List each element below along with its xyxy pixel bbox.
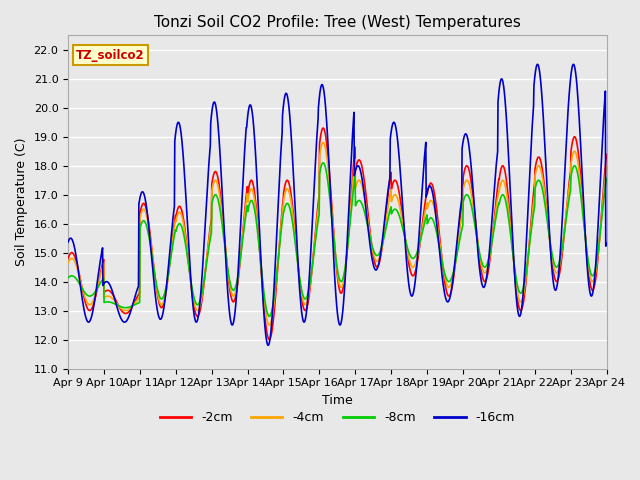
-4cm xyxy=(422,207,429,213)
-4cm xyxy=(171,222,179,228)
-16cm xyxy=(492,172,499,178)
-16cm xyxy=(264,342,272,348)
-4cm xyxy=(64,260,72,266)
-16cm xyxy=(540,114,547,120)
-16cm xyxy=(534,61,541,67)
-16cm xyxy=(603,240,611,246)
Line: -8cm: -8cm xyxy=(68,163,607,316)
-8cm xyxy=(244,206,252,212)
-8cm xyxy=(492,216,500,221)
Line: -4cm: -4cm xyxy=(68,143,607,325)
-4cm xyxy=(319,140,327,145)
-16cm xyxy=(171,138,179,144)
-4cm xyxy=(184,253,192,259)
-8cm xyxy=(266,313,273,319)
-2cm xyxy=(64,255,72,261)
-16cm xyxy=(244,110,252,116)
-8cm xyxy=(171,230,179,236)
Y-axis label: Soil Temperature (C): Soil Temperature (C) xyxy=(15,138,28,266)
-2cm xyxy=(184,252,192,258)
-8cm xyxy=(319,160,327,166)
Line: -2cm: -2cm xyxy=(68,128,607,339)
-2cm xyxy=(603,152,611,157)
-2cm xyxy=(319,125,327,131)
Legend: -2cm, -4cm, -8cm, -16cm: -2cm, -4cm, -8cm, -16cm xyxy=(155,406,520,429)
-16cm xyxy=(184,228,192,234)
-2cm xyxy=(171,217,179,223)
-2cm xyxy=(266,336,273,342)
-2cm xyxy=(422,198,429,204)
-8cm xyxy=(540,191,547,197)
-8cm xyxy=(422,216,429,222)
-2cm xyxy=(244,190,252,195)
Title: Tonzi Soil CO2 Profile: Tree (West) Temperatures: Tonzi Soil CO2 Profile: Tree (West) Temp… xyxy=(154,15,521,30)
-8cm xyxy=(603,176,611,181)
-8cm xyxy=(64,275,72,281)
-2cm xyxy=(540,174,547,180)
-8cm xyxy=(184,257,192,263)
-16cm xyxy=(64,239,72,245)
-16cm xyxy=(421,147,429,153)
-4cm xyxy=(492,208,500,214)
X-axis label: Time: Time xyxy=(322,394,353,407)
-2cm xyxy=(492,201,500,206)
-4cm xyxy=(540,180,547,185)
-4cm xyxy=(244,196,252,202)
-4cm xyxy=(266,322,273,328)
-4cm xyxy=(603,163,611,169)
Text: TZ_soilco2: TZ_soilco2 xyxy=(76,48,145,61)
Line: -16cm: -16cm xyxy=(68,64,607,345)
